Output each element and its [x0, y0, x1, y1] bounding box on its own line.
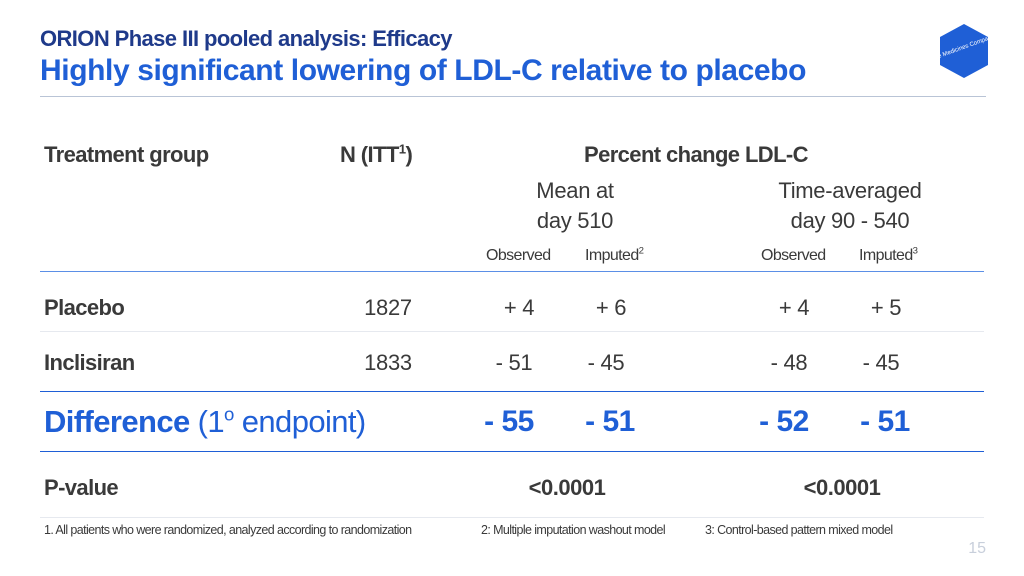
subheader-observed-2: Observed [761, 247, 826, 264]
difference-top-divider [40, 391, 984, 392]
group2-line1: Time-averaged [778, 178, 922, 203]
footnote-ref-3: 3 [912, 245, 918, 257]
row-placebo-label: Placebo [44, 295, 125, 320]
page-number: 15 [968, 540, 986, 557]
header-n-text: N (ITT [340, 142, 399, 167]
row-pvalue-label: P-value [44, 475, 119, 500]
group1-line2: day 510 [536, 208, 614, 233]
row-inclisiran-v3: - 48 [770, 350, 808, 375]
row-difference-label: Difference (1o endpoint) [44, 404, 366, 440]
row-placebo-v4: + 5 [870, 295, 902, 320]
row-difference-v2: - 51 [585, 405, 635, 438]
subheader-imputed-2: Imputed3 [859, 245, 918, 265]
footnote-ref-2: 2 [638, 245, 644, 257]
row-divider-1 [40, 331, 984, 332]
group2-line2: day 90 - 540 [790, 208, 910, 233]
row-inclisiran-v4: - 45 [862, 350, 900, 375]
header-divider [40, 271, 984, 272]
hexagon-logo-icon: The Medicines Company [940, 24, 988, 78]
row-inclisiran-v1: - 51 [495, 350, 533, 375]
row-pvalue-p1: <0.0001 [528, 475, 606, 500]
header-n-close: ) [405, 142, 413, 167]
row-inclisiran-label: Inclisiran [44, 350, 135, 375]
header-n-itt: N (ITT1) [340, 141, 413, 168]
subheader-observed-1: Observed [486, 247, 551, 264]
row-placebo-v1: + 4 [503, 295, 535, 320]
title-divider [40, 96, 986, 97]
difference-bottom-divider [40, 451, 984, 452]
footnote-ref-1: 1 [398, 141, 406, 157]
footnote-2: 2: Multiple imputation washout model [481, 523, 666, 537]
header-percent-change: Percent change LDL-C [584, 142, 809, 167]
footnote-3: 3: Control-based pattern mixed model [705, 523, 893, 537]
slide-title: Highly significant lowering of LDL-C rel… [40, 54, 807, 87]
row-inclisiran-n: 1833 [364, 350, 412, 375]
difference-qualifier-close: endpoint) [233, 404, 366, 439]
imputed-2-text: Imputed [859, 247, 913, 264]
imputed-1-text: Imputed [585, 247, 639, 264]
group-time-averaged: Time-averaged day 90 - 540 [750, 176, 950, 236]
slide-subtitle: ORION Phase III pooled analysis: Efficac… [40, 26, 452, 51]
row-placebo-v3: + 4 [778, 295, 810, 320]
row-difference-v4: - 51 [860, 405, 910, 438]
header-treatment-group: Treatment group [44, 142, 209, 167]
subheader-imputed-1: Imputed2 [585, 245, 644, 265]
row-difference-v3: - 52 [759, 405, 809, 438]
row-pvalue-p2: <0.0001 [803, 475, 881, 500]
row-placebo-n: 1827 [364, 295, 412, 320]
difference-qualifier-open: (1 [197, 404, 225, 439]
footnote-1: 1. All patients who were randomized, ana… [44, 523, 412, 537]
group1-line1: Mean at [536, 178, 614, 203]
group-mean-day510: Mean at day 510 [490, 176, 660, 236]
difference-word: Difference [44, 404, 190, 439]
row-placebo-v2: + 6 [595, 295, 627, 320]
row-difference-v1: - 55 [484, 405, 534, 438]
row-inclisiran-v2: - 45 [587, 350, 625, 375]
difference-degree: o [224, 403, 234, 425]
footnote-divider [40, 517, 984, 518]
